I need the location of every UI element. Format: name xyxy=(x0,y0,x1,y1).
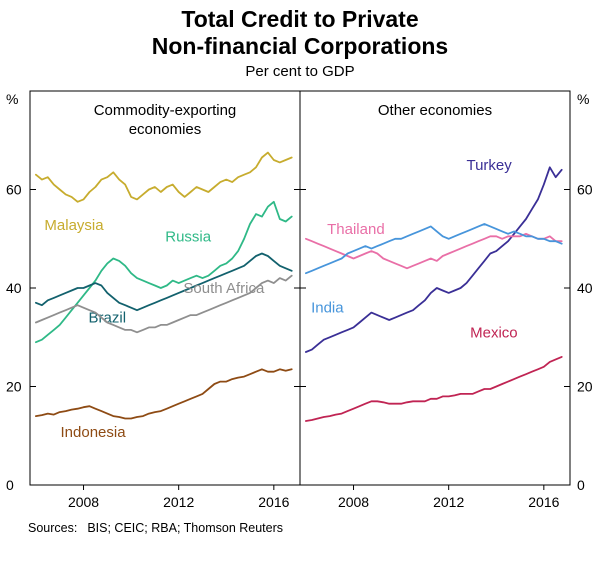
series-label-russia: Russia xyxy=(165,229,212,246)
y-axis-label-right: 20 xyxy=(577,379,593,395)
y-axis-label-right: 40 xyxy=(577,280,593,296)
chart-subtitle: Per cent to GDP xyxy=(245,63,355,81)
panel-title: economies xyxy=(129,121,202,138)
y-axis-label-right: 0 xyxy=(577,477,585,493)
x-axis-label: 2008 xyxy=(68,494,99,510)
series-label-thailand: Thailand xyxy=(327,221,385,238)
series-label-south-africa: South Africa xyxy=(183,280,265,297)
series-line-india xyxy=(304,223,563,275)
y-axis-label-left: 60 xyxy=(6,182,22,198)
panel-title: Commodity-exporting xyxy=(94,102,237,119)
y-axis-unit-right: % xyxy=(577,91,589,107)
chart-canvas: % % 0 0 20 20 40 40 60 60 2008 2012 2016 Commodity-ex… xyxy=(6,90,593,510)
series-line-malaysia xyxy=(35,151,293,203)
y-axis-label-left: 20 xyxy=(6,379,22,395)
chart-title-line1: Total Credit to Private xyxy=(181,6,419,32)
series-line-turkey xyxy=(304,166,563,354)
series-line-indonesia xyxy=(35,368,293,420)
sources-text: BIS; CEIC; RBA; Thomson Reuters xyxy=(87,521,284,536)
series-label-india: India xyxy=(311,300,344,317)
x-axis-label: 2012 xyxy=(163,494,194,510)
x-axis-label: 2016 xyxy=(258,494,289,510)
series-line-mexico xyxy=(304,356,563,423)
series-line-russia xyxy=(35,201,293,344)
sources-note: Sources: BIS; CEIC; RBA; Thomson Reuters xyxy=(28,521,600,535)
x-axis-label: 2008 xyxy=(338,494,369,510)
series-label-indonesia: Indonesia xyxy=(61,424,127,441)
y-axis-unit-left: % xyxy=(6,91,18,107)
x-axis-label: 2012 xyxy=(433,494,464,510)
series-label-mexico: Mexico xyxy=(470,325,518,342)
series-line-brazil xyxy=(35,252,293,312)
panel-title: Other economies xyxy=(378,102,492,119)
y-axis-label-left: 40 xyxy=(6,280,22,296)
series-line-south-africa xyxy=(35,275,293,334)
y-axis-label-right: 60 xyxy=(577,182,593,198)
series-label-turkey: Turkey xyxy=(466,157,512,174)
chart-title-line2: Non-financial Corporations xyxy=(151,33,449,60)
series-label-malaysia: Malaysia xyxy=(44,217,104,234)
series-line-thailand xyxy=(304,233,563,270)
y-axis-label-left: 0 xyxy=(6,477,14,493)
sources-label: Sources: xyxy=(28,521,78,536)
x-axis-label: 2016 xyxy=(528,494,559,510)
